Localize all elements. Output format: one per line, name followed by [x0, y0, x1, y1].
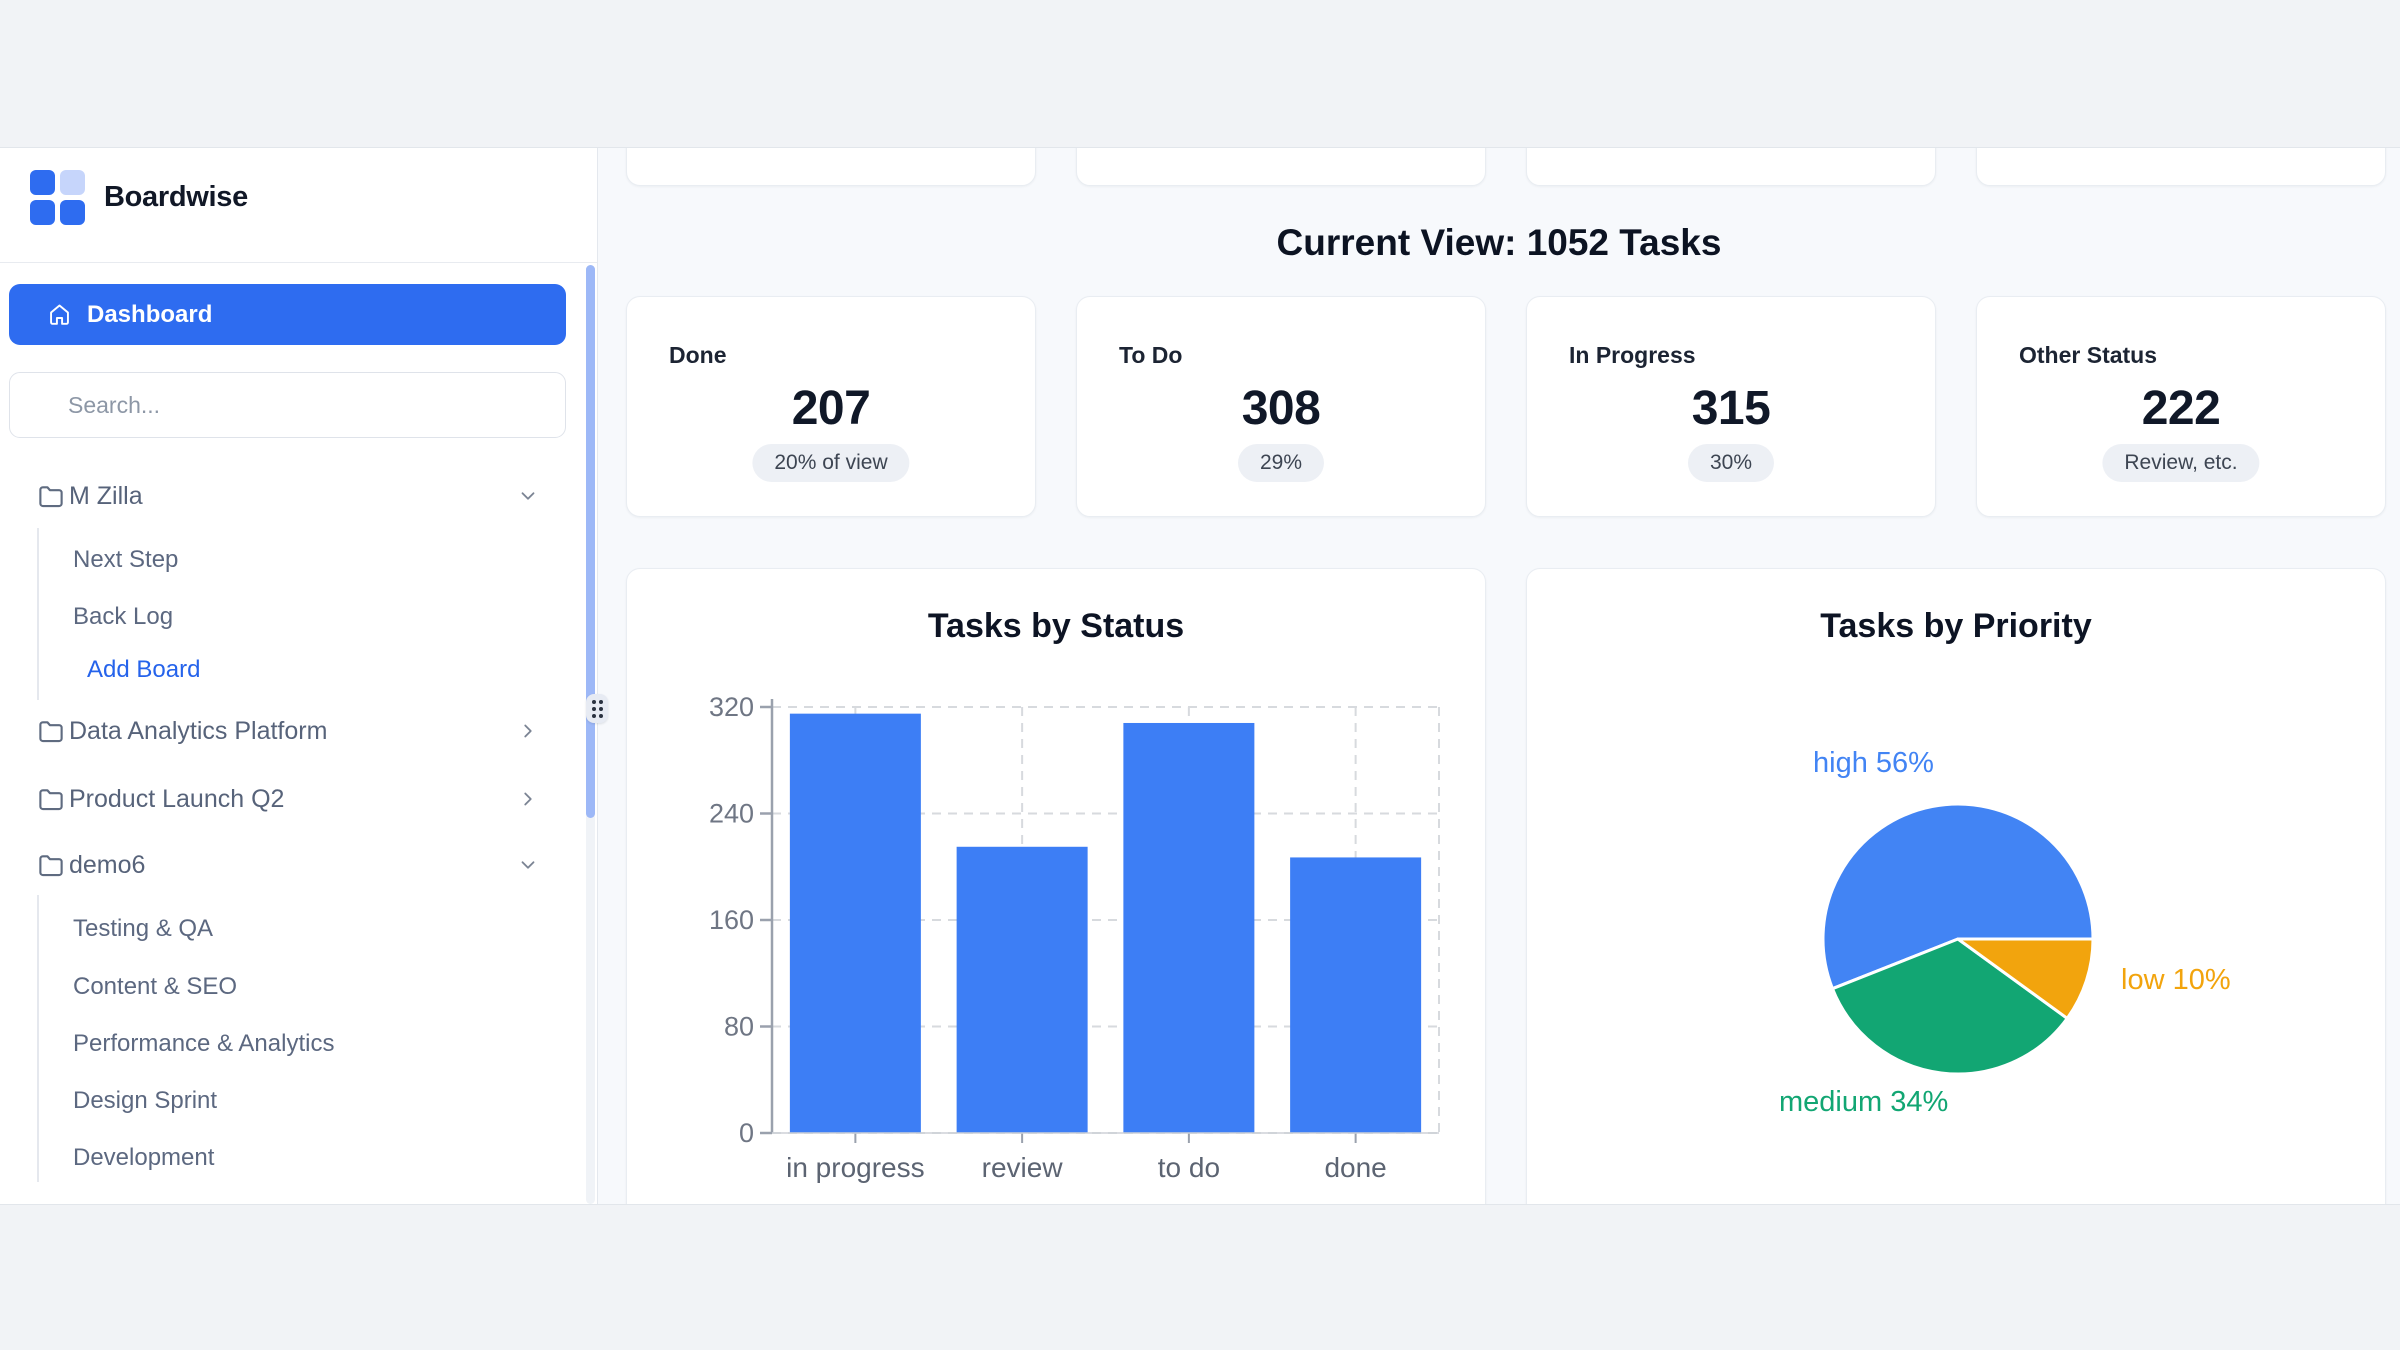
stat-label: In Progress — [1569, 342, 1696, 368]
stat-value: 207 — [791, 382, 871, 435]
stat-card-in-progress: In Progress 315 30% — [1526, 296, 1936, 517]
logo-square — [60, 200, 85, 225]
stat-card-todo: To Do 308 29% — [1076, 296, 1486, 517]
sidebar-group-demo6[interactable]: demo6 — [0, 841, 597, 889]
stat-value: 222 — [2141, 382, 2221, 435]
item-label: Testing & QA — [73, 915, 214, 942]
search-input[interactable] — [9, 372, 566, 438]
group-label: demo6 — [69, 850, 146, 879]
svg-text:review: review — [982, 1152, 1064, 1183]
sidebar-item-testing-qa[interactable]: Testing & QA — [0, 905, 597, 953]
group-label: Product Launch Q2 — [69, 784, 285, 813]
pie-label-medium: medium 34% — [1779, 1086, 1949, 1118]
chevron-right-icon[interactable] — [517, 788, 539, 810]
sidebar-item-performance-analytics[interactable]: Performance & Analytics — [0, 1020, 597, 1068]
add-board-link: Add Board — [87, 656, 201, 683]
svg-text:to do: to do — [1158, 1152, 1220, 1183]
pie-chart-title: Tasks by Priority — [1820, 607, 2092, 645]
folder-icon — [36, 481, 66, 511]
chevron-right-icon[interactable] — [517, 720, 539, 742]
sidebar-group-product-launch-q2[interactable]: Product Launch Q2 — [0, 775, 597, 823]
page-title: Current View: 1052 Tasks — [1276, 222, 1722, 263]
svg-text:160: 160 — [709, 905, 754, 935]
tasks-by-status-bar-chart: 0 80 160 240 320 in progress review to do done — [709, 692, 1440, 1183]
sidebar-group-data-analytics-platform[interactable]: Data Analytics Platform — [0, 707, 597, 755]
folder-icon — [36, 716, 66, 746]
chevron-down-icon[interactable] — [517, 485, 539, 507]
sidebar-scrollbar-thumb[interactable] — [586, 265, 595, 818]
group-label: M Zilla — [69, 481, 143, 510]
item-label: Next Step — [73, 546, 179, 573]
dashboard-button[interactable]: Dashboard — [9, 284, 566, 345]
stat-card-done: Done 207 20% of view — [626, 296, 1036, 517]
group-label: Data Analytics Platform — [69, 716, 328, 745]
item-label: Design Sprint — [73, 1087, 218, 1114]
sidebar-group-m-zilla[interactable]: M Zilla — [0, 472, 597, 520]
folder-icon — [36, 784, 66, 814]
svg-text:done: done — [1324, 1152, 1386, 1183]
logo-square — [30, 200, 55, 225]
logo-square — [30, 170, 55, 195]
stat-badge: Review, etc. — [2102, 444, 2260, 482]
sidebar-item-design-sprint[interactable]: Design Sprint — [0, 1077, 597, 1125]
svg-text:80: 80 — [724, 1012, 754, 1042]
drag-dots-icon — [591, 699, 596, 704]
indent-line — [37, 895, 39, 1182]
stat-badge: 30% — [1687, 444, 1775, 482]
stat-label: To Do — [1119, 342, 1183, 368]
sidebar-item-add-board[interactable]: Add Board — [0, 646, 597, 694]
logo-square — [60, 170, 85, 195]
stat-label: Done — [669, 342, 727, 368]
tasks-by-priority-pie-chart — [1821, 802, 2095, 1076]
svg-text:in progress: in progress — [786, 1152, 925, 1183]
top-band — [0, 0, 2400, 148]
indent-line — [37, 528, 39, 700]
sidebar-divider — [0, 262, 597, 263]
stat-badge: 29% — [1237, 444, 1325, 482]
item-label: Content & SEO — [73, 973, 238, 1000]
dashboard-label: Dashboard — [87, 300, 213, 328]
sidebar-resize-handle[interactable] — [586, 694, 608, 723]
stat-card-other-status: Other Status 222 Review, etc. — [1976, 296, 2386, 517]
sidebar-item-content-seo[interactable]: Content & SEO — [0, 963, 597, 1011]
sidebar-item-development[interactable]: Development — [0, 1134, 597, 1182]
item-label: Back Log — [73, 603, 174, 630]
bottom-band — [0, 1204, 2400, 1350]
brand-name: Boardwise — [104, 181, 248, 213]
stat-value: 308 — [1241, 382, 1321, 435]
pie-label-high: high 56% — [1813, 747, 1934, 779]
tasks-by-status-card: 0 80 160 240 320 in progress review to do done T… — [626, 568, 1486, 1268]
sidebar-item-next-step[interactable]: Next Step — [0, 536, 597, 584]
pie-label-low: low 10% — [2121, 964, 2231, 996]
tasks-by-priority-card: Tasks by Priority high 56% medium 34% lo… — [1526, 568, 2386, 1268]
boardwise-logo-icon — [30, 170, 85, 225]
svg-text:320: 320 — [709, 692, 754, 722]
svg-text:240: 240 — [709, 799, 754, 829]
item-label: Development — [73, 1144, 215, 1171]
bar-chart-title: Tasks by Status — [927, 607, 1185, 645]
stat-badge: 20% of view — [752, 444, 910, 482]
stat-label: Other Status — [2019, 342, 2158, 368]
chevron-down-icon[interactable] — [517, 854, 539, 876]
stat-value: 315 — [1691, 382, 1771, 435]
sidebar-item-back-log[interactable]: Back Log — [0, 593, 597, 641]
svg-text:0: 0 — [739, 1118, 754, 1148]
item-label: Performance & Analytics — [73, 1030, 335, 1057]
sidebar: Boardwise Dashboard M Zilla — [0, 147, 598, 1204]
home-icon — [46, 301, 73, 328]
folder-icon — [36, 850, 66, 880]
